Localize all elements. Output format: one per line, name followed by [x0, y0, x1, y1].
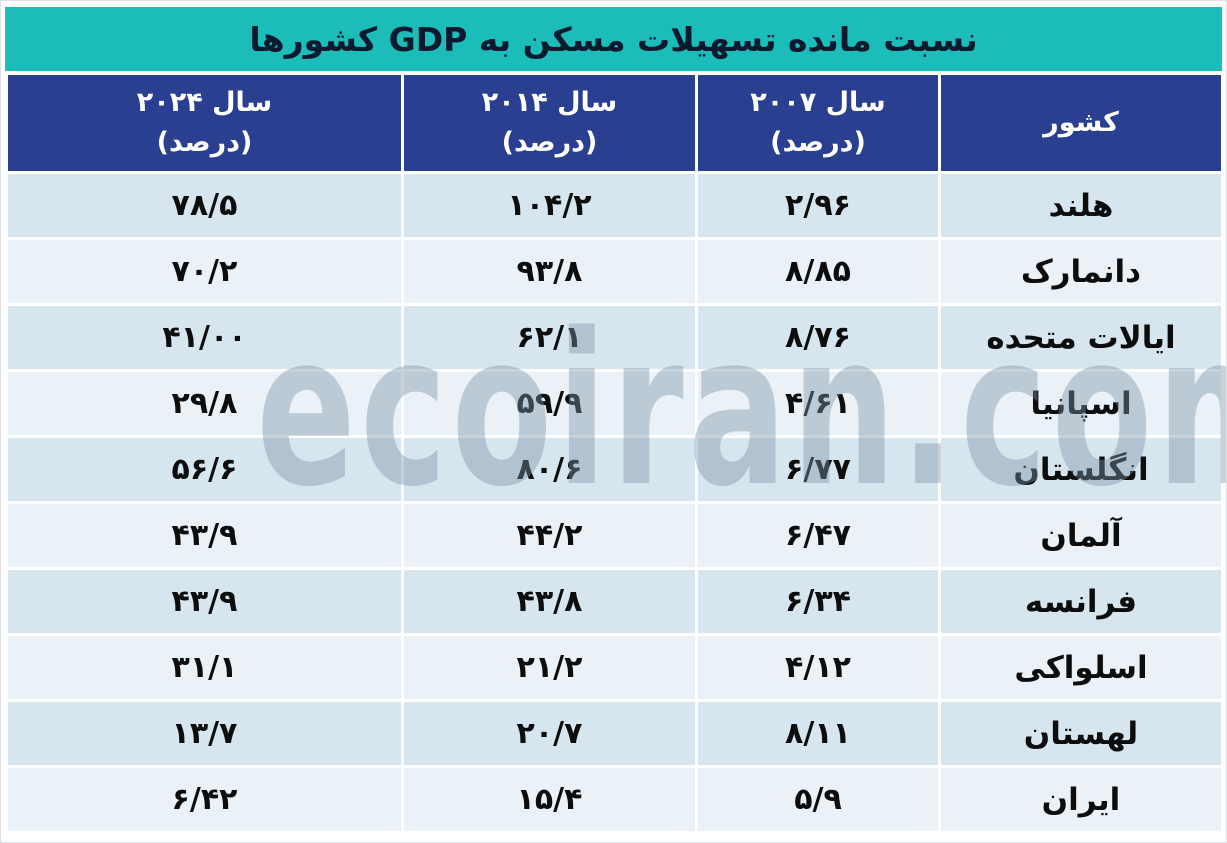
table-row-netherlands: هلند ۲/۹۶ ۱۰۴/۲ ۷۸/۵	[8, 174, 1221, 237]
country-cell: اسلواکی	[941, 636, 1221, 699]
value-cell-2007: ۲/۹۶	[698, 174, 938, 237]
value-cell-2024: ۶/۴۲	[8, 768, 401, 831]
header-unit-2007: (درصد)	[770, 127, 866, 158]
value-cell-2014: ۶۲/۱	[404, 306, 695, 369]
value-cell-2024: ۱۳/۷	[8, 702, 401, 765]
value-cell-2007: ۸/۸۵	[698, 240, 938, 303]
value-cell-2014: ۲۱/۲	[404, 636, 695, 699]
value-2024: ۱۳/۷	[171, 716, 238, 751]
header-label-2014: سال ۲۰۱۴	[481, 86, 618, 118]
value-cell-2007: ۵/۹	[698, 768, 938, 831]
country-cell: دانمارک	[941, 240, 1221, 303]
value-cell-2014: ۴۴/۲	[404, 504, 695, 567]
value-2024: ۴۳/۹	[171, 518, 238, 553]
value-cell-2014: ۴۳/۸	[404, 570, 695, 633]
value-2014: ۵۹/۹	[516, 386, 583, 421]
value-2024: ۵۶/۶	[171, 452, 238, 487]
table-row-spain: اسپانیا ۴/۶۱ ۵۹/۹ ۲۹/۸	[8, 372, 1221, 435]
country-cell: هلند	[941, 174, 1221, 237]
title-band: نسبت مانده تسهیلات مسکن به GDP کشورها	[5, 7, 1222, 71]
table-row-england: انگلستان ۶/۷۷ ۸۰/۶ ۵۶/۶	[8, 438, 1221, 501]
value-cell-2014: ۹۳/۸	[404, 240, 695, 303]
gdp-ratio-table: کشور سال ۲۰۰۷ (درصد) سال ۲۰۱۴ (درصد) سال…	[5, 72, 1224, 834]
page-title: نسبت مانده تسهیلات مسکن به GDP کشورها	[249, 19, 978, 59]
value-cell-2014: ۵۹/۹	[404, 372, 695, 435]
country-cell: اسپانیا	[941, 372, 1221, 435]
country-cell: ایران	[941, 768, 1221, 831]
value-2007: ۸/۱۱	[785, 716, 851, 751]
table-row-poland: لهستان ۸/۱۱ ۲۰/۷ ۱۳/۷	[8, 702, 1221, 765]
header-cell-2007: سال ۲۰۰۷ (درصد)	[698, 75, 938, 171]
value-2007: ۵/۹	[794, 782, 842, 817]
value-2024: ۷۰/۲	[171, 254, 238, 289]
value-2014: ۲۱/۲	[516, 650, 583, 685]
value-cell-2007: ۴/۱۲	[698, 636, 938, 699]
table-row-germany: آلمان ۶/۴۷ ۴۴/۲ ۴۳/۹	[8, 504, 1221, 567]
value-2014: ۸۰/۶	[516, 452, 583, 487]
table-row-france: فرانسه ۶/۳۴ ۴۳/۸ ۴۳/۹	[8, 570, 1221, 633]
value-2014: ۴۴/۲	[516, 518, 583, 553]
table-row-united-states: ایالات متحده ۸/۷۶ ۶۲/۱ ۴۱/۰۰	[8, 306, 1221, 369]
value-2024: ۳۱/۱	[171, 650, 238, 685]
value-2014: ۴۳/۸	[516, 584, 583, 619]
value-cell-2007: ۶/۳۴	[698, 570, 938, 633]
value-2007: ۶/۴۷	[785, 518, 851, 553]
value-cell-2024: ۲۹/۸	[8, 372, 401, 435]
country-cell: ایالات متحده	[941, 306, 1221, 369]
value-2007: ۸/۷۶	[785, 320, 851, 355]
value-cell-2024: ۷۰/۲	[8, 240, 401, 303]
value-2007: ۶/۷۷	[785, 452, 851, 487]
value-2007: ۸/۸۵	[785, 254, 851, 289]
header-cell-2024: سال ۲۰۲۴ (درصد)	[8, 75, 401, 171]
value-cell-2007: ۶/۴۷	[698, 504, 938, 567]
table-row-denmark: دانمارک ۸/۸۵ ۹۳/۸ ۷۰/۲	[8, 240, 1221, 303]
country-cell: فرانسه	[941, 570, 1221, 633]
header-label-2007: سال ۲۰۰۷	[750, 86, 886, 118]
value-2014: ۲۰/۷	[516, 716, 583, 751]
table-row-iran: ایران ۵/۹ ۱۵/۴ ۶/۴۲	[8, 768, 1221, 831]
value-cell-2014: ۱۵/۴	[404, 768, 695, 831]
value-cell-2007: ۶/۷۷	[698, 438, 938, 501]
value-cell-2007: ۸/۱۱	[698, 702, 938, 765]
value-2014: ۶۲/۱	[516, 320, 583, 355]
value-cell-2024: ۷۸/۵	[8, 174, 401, 237]
country-cell: آلمان	[941, 504, 1221, 567]
value-cell-2014: ۸۰/۶	[404, 438, 695, 501]
value-2024: ۲۹/۸	[171, 386, 238, 421]
value-2007: ۴/۱۲	[785, 650, 851, 685]
value-2024: ۶/۴۲	[171, 782, 238, 817]
value-2024: ۴۱/۰۰	[162, 320, 247, 355]
value-2024: ۴۳/۹	[171, 584, 238, 619]
value-cell-2024: ۴۳/۹	[8, 504, 401, 567]
value-cell-2014: ۱۰۴/۲	[404, 174, 695, 237]
value-2014: ۱۰۴/۲	[507, 188, 592, 223]
value-cell-2024: ۴۱/۰۰	[8, 306, 401, 369]
value-2007: ۲/۹۶	[785, 188, 851, 223]
value-2024: ۷۸/۵	[171, 188, 238, 223]
country-cell: لهستان	[941, 702, 1221, 765]
header-row: کشور سال ۲۰۰۷ (درصد) سال ۲۰۱۴ (درصد) سال…	[8, 75, 1221, 171]
country-cell: انگلستان	[941, 438, 1221, 501]
header-label-country: کشور	[1043, 106, 1119, 138]
value-cell-2007: ۸/۷۶	[698, 306, 938, 369]
table-row-slovakia: اسلواکی ۴/۱۲ ۲۱/۲ ۳۱/۱	[8, 636, 1221, 699]
value-2007: ۴/۶۱	[785, 386, 851, 421]
value-cell-2007: ۴/۶۱	[698, 372, 938, 435]
header-unit-2014: (درصد)	[501, 127, 598, 158]
value-cell-2024: ۴۳/۹	[8, 570, 401, 633]
header-unit-2024: (درصد)	[156, 127, 253, 158]
header-cell-country: کشور	[941, 75, 1221, 171]
value-2014: ۱۵/۴	[516, 782, 583, 817]
value-cell-2024: ۳۱/۱	[8, 636, 401, 699]
header-cell-2014: سال ۲۰۱۴ (درصد)	[404, 75, 695, 171]
value-cell-2024: ۵۶/۶	[8, 438, 401, 501]
value-2014: ۹۳/۸	[516, 254, 583, 289]
header-label-2024: سال ۲۰۲۴	[136, 86, 273, 118]
value-cell-2014: ۲۰/۷	[404, 702, 695, 765]
value-2007: ۶/۳۴	[785, 584, 851, 619]
